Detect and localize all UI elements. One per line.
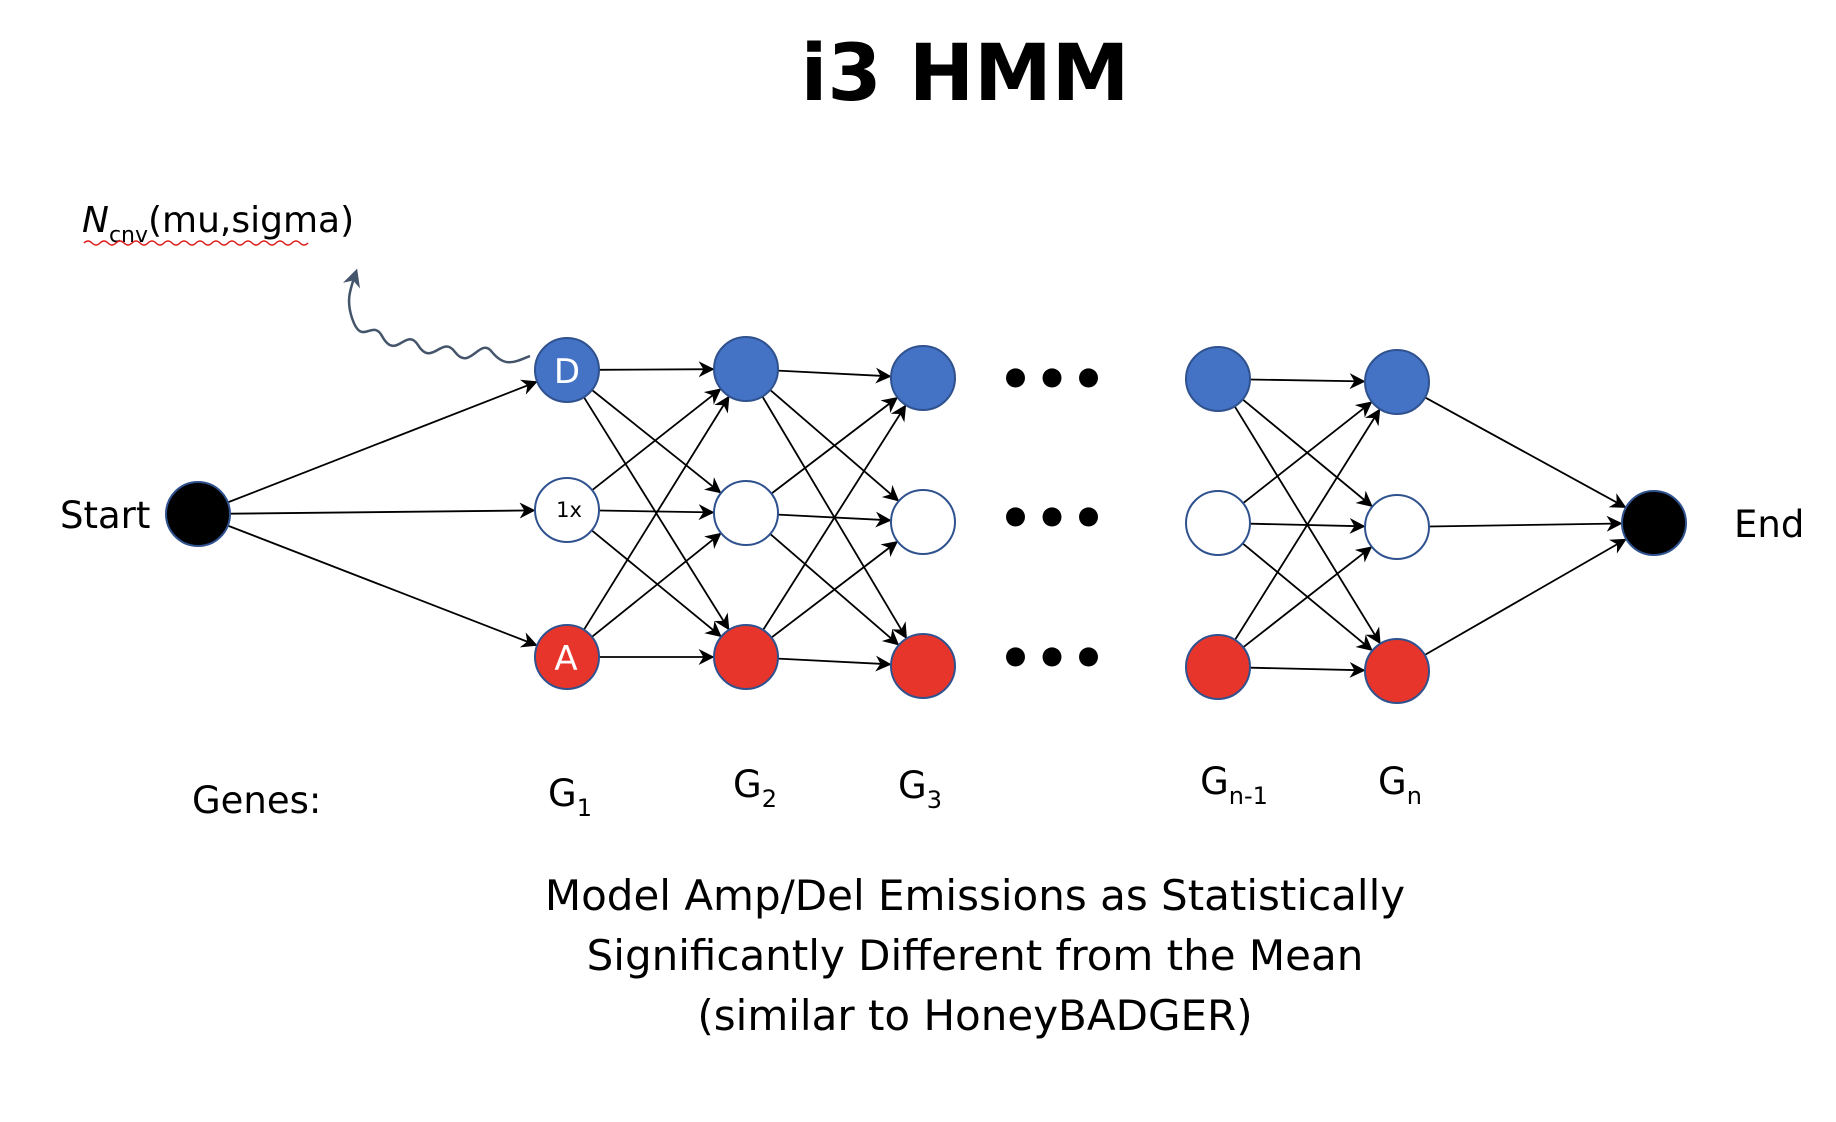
caption-line-2: Significantly Different from the Mean bbox=[587, 931, 1364, 980]
edge-g1-2-to-g2-0 bbox=[583, 395, 730, 631]
edge-g1-0-to-g2-0 bbox=[598, 361, 715, 378]
state-neutral-g1 bbox=[534, 477, 600, 543]
gene-3-states bbox=[890, 345, 956, 699]
emission-params: (mu,sigma) bbox=[148, 200, 354, 241]
edge-g1-1-to-g2-1 bbox=[598, 504, 715, 521]
svg-text:Ncnv(mu,sigma): Ncnv(mu,sigma) bbox=[82, 200, 354, 248]
emission-label: Ncnv(mu,sigma) bbox=[82, 200, 354, 248]
state-deletion-gn-1 bbox=[1185, 346, 1251, 412]
ellipsis-neutral-row: ••• bbox=[998, 487, 1108, 550]
state-amplification-g2 bbox=[713, 624, 779, 690]
state-deletion-letter: D bbox=[554, 352, 580, 392]
edge-gn-1-2-to-gn-1 bbox=[1242, 546, 1373, 649]
state-neutral-g2 bbox=[713, 480, 779, 546]
edge-g1-1-to-g2-0 bbox=[591, 388, 722, 491]
end-node bbox=[1621, 490, 1687, 556]
state-deletion-g1 bbox=[534, 337, 600, 403]
ellipsis-deletion-row: ••• bbox=[998, 348, 1108, 411]
edge-gn-1-to-end bbox=[1428, 515, 1623, 532]
edge-g1-1-to-g2-2 bbox=[591, 529, 722, 638]
emission-n: N bbox=[82, 200, 109, 241]
caption-line-3: (similar to HoneyBADGER) bbox=[697, 991, 1252, 1040]
edge-gn-2-to-end bbox=[1424, 538, 1627, 656]
gene-label-n: Gn bbox=[1378, 760, 1422, 810]
state-neutral-gn-1 bbox=[1185, 490, 1251, 556]
state-neutral-g3 bbox=[890, 489, 956, 555]
diagram-title: i3 HMM bbox=[801, 29, 1130, 119]
state-neutral-letter: 1x bbox=[556, 498, 582, 522]
state-amplification-gn bbox=[1364, 638, 1430, 704]
transition-edges bbox=[227, 361, 1627, 678]
edge-start-to-g1-0 bbox=[227, 379, 538, 504]
gene-label-2: G2 bbox=[733, 763, 777, 813]
gene-label-n-minus-1: Gn-1 bbox=[1200, 760, 1268, 810]
emission-squiggle-arrow bbox=[342, 268, 531, 364]
spellcheck-underline bbox=[83, 240, 309, 246]
gene-label-3: G3 bbox=[898, 764, 942, 814]
state-deletion-gn bbox=[1364, 349, 1430, 415]
state-amplification-gn-1 bbox=[1185, 634, 1251, 700]
state-neutral-gn bbox=[1364, 494, 1430, 560]
state-amplification-g1 bbox=[534, 624, 600, 690]
state-amplification-letter: A bbox=[554, 639, 577, 679]
edge-gn-1-2-to-gn-0 bbox=[1234, 408, 1381, 641]
edge-g1-2-to-g2-1 bbox=[591, 532, 722, 638]
gene-2-states bbox=[713, 336, 779, 690]
edge-g2-0-to-g3-0 bbox=[777, 367, 892, 384]
genes-label: Genes: bbox=[192, 779, 321, 822]
edge-gn-1-1-to-gn-0 bbox=[1242, 401, 1373, 504]
start-label: Start bbox=[60, 494, 150, 537]
ellipsis-amplification-row: ••• bbox=[998, 627, 1108, 690]
state-deletion-g2 bbox=[713, 336, 779, 402]
edge-g2-2-to-g3-1 bbox=[770, 541, 899, 639]
gene-n-states bbox=[1364, 349, 1430, 704]
edge-gn-1-0-to-gn-0 bbox=[1249, 373, 1366, 390]
edge-g1-0-to-g2-1 bbox=[591, 389, 722, 494]
state-amplification-g3 bbox=[890, 633, 956, 699]
edge-g2-2-to-g3-2 bbox=[777, 655, 892, 672]
gene-1-states: D 1x A bbox=[534, 337, 600, 690]
gene-n-minus-1-states bbox=[1185, 346, 1251, 700]
state-deletion-g3 bbox=[890, 345, 956, 411]
edge-gn-0-to-end bbox=[1424, 396, 1627, 508]
edge-g2-2-to-g3-0 bbox=[762, 404, 907, 631]
caption-line-1: Model Amp/Del Emissions as Statistically bbox=[545, 871, 1405, 920]
start-node bbox=[165, 481, 231, 547]
gene-label-1: G1 bbox=[548, 772, 592, 822]
edge-g2-1-to-g3-0 bbox=[770, 397, 899, 495]
end-label: End bbox=[1734, 503, 1804, 546]
edge-start-to-g1-2 bbox=[227, 524, 538, 648]
edge-gn-1-2-to-gn-2 bbox=[1249, 661, 1366, 678]
edge-start-to-g1-1 bbox=[229, 502, 536, 519]
